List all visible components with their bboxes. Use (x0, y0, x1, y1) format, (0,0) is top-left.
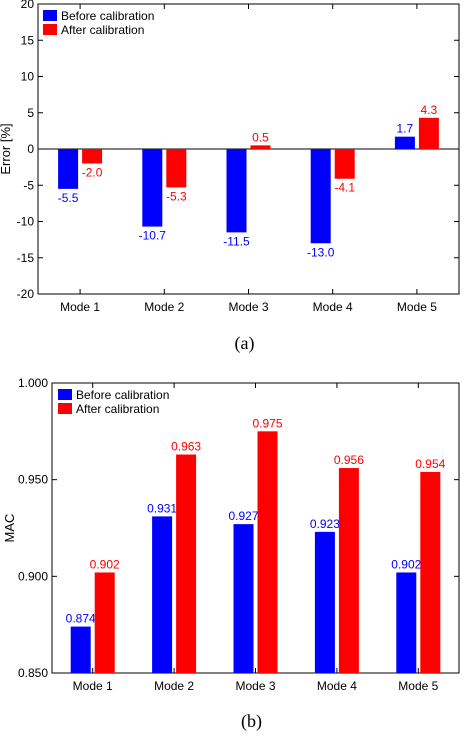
panel-a-legend-swatch-after (43, 24, 57, 35)
panel-a-legend-label-after: After calibration (61, 23, 144, 37)
panel-b-data-label-before: 0.923 (310, 517, 340, 531)
panel-a-y-tick-label: 20 (21, 0, 35, 11)
panel-b-bar-before (70, 626, 91, 673)
panel-a-y-tick-label: 0 (27, 142, 34, 156)
panel-b-bar-before (233, 524, 254, 673)
panel-b-legend-swatch-after (58, 403, 72, 414)
panel-a-y-tick-label: 15 (21, 33, 35, 47)
panel-a-y-tick-label: -5 (23, 178, 34, 192)
panel-a-bar-before (58, 149, 79, 189)
panel-a-bar-after (250, 145, 271, 149)
panel-a-data-label-before: -5.5 (58, 191, 79, 205)
panel-a-y-tick-label: -10 (17, 215, 35, 229)
panel-a-x-tick-label: Mode 3 (228, 300, 268, 314)
panel-a-caption: (a) (235, 333, 255, 354)
panel-b-data-label-after: 0.975 (252, 416, 282, 430)
panel-a-bar-after (82, 149, 103, 164)
panel-a-data-label-after: 4.3 (421, 103, 438, 117)
panel-b-legend-swatch-before (58, 389, 72, 400)
panel-a-data-label-before: -13.0 (307, 245, 335, 259)
panel-a-bar-before (226, 149, 247, 233)
panel-a-data-label-before: 1.7 (397, 122, 414, 136)
panel-a-legend-swatch-before (43, 10, 57, 21)
panel-a-x-tick-label: Mode 1 (60, 300, 100, 314)
panel-a-bar-after (334, 149, 355, 179)
panel-a-bar-after (166, 149, 187, 188)
panel-b-y-tick-label: 1.000 (18, 376, 48, 390)
panel-b-x-tick-label: Mode 3 (235, 679, 275, 693)
panel-b-data-label-after: 0.902 (90, 557, 120, 571)
panel-b-bar-before (314, 531, 335, 673)
panel-a-data-label-after: -4.1 (334, 181, 355, 195)
panel-b-data-label-before: 0.927 (228, 509, 258, 523)
panel-b-bar-after (420, 471, 441, 673)
panel-b-bar-before (396, 572, 417, 673)
panel-a-y-tick-label: -15 (17, 251, 35, 265)
panel-b-y-axis-label: MAC (2, 514, 17, 543)
panel-b-x-tick-label: Mode 1 (73, 679, 113, 693)
panel-a-data-label-before: -11.5 (223, 234, 250, 248)
panel-a-bar-before (310, 149, 331, 244)
panel-b-legend-label-after: After calibration (76, 402, 159, 416)
panel-b-data-label-after: 0.954 (415, 457, 445, 471)
panel-b-data-label-after: 0.956 (334, 453, 364, 467)
panel-b-caption: (b) (241, 711, 262, 732)
panel-a-data-label-after: -2.0 (82, 166, 103, 180)
panel-b-bar-before (152, 516, 173, 673)
panel-a-bar-after (418, 117, 439, 149)
panel-b-bar-after (257, 431, 278, 673)
panel-b-data-label-before: 0.874 (66, 612, 96, 626)
panel-b-data-label-before: 0.931 (147, 501, 177, 515)
panel-a-data-label-after: -5.3 (166, 189, 187, 203)
panel-b-bar-after (94, 572, 115, 673)
panel-a-y-axis-label: Error [%] (0, 123, 13, 174)
panel-b-x-tick-label: Mode 5 (398, 679, 438, 693)
panel-b-y-tick-label: 0.950 (18, 473, 48, 487)
panel-b-y-tick-label: 0.900 (18, 569, 48, 583)
panel-a-bar-before (142, 149, 163, 227)
panel-b-bar-after (338, 468, 359, 673)
panel-a-bar-before (394, 136, 415, 149)
panel-a-x-tick-label: Mode 4 (313, 300, 353, 314)
panel-a-x-tick-label: Mode 2 (144, 300, 184, 314)
panel-a-legend-label-before: Before calibration (61, 9, 154, 23)
panel-b-y-tick-label: 0.850 (18, 666, 48, 680)
panel-b-data-label-before: 0.902 (391, 557, 421, 571)
panel-a-y-tick-label: -20 (17, 287, 35, 301)
panel-a-data-label-after: 0.5 (252, 130, 269, 144)
panel-b-x-tick-label: Mode 4 (317, 679, 357, 693)
panel-a-data-label-before: -10.7 (139, 229, 167, 243)
panel-b-bar-after (176, 454, 197, 673)
panel-b-legend-label-before: Before calibration (76, 388, 169, 402)
panel-b-x-tick-label: Mode 2 (154, 679, 194, 693)
panel-a-x-tick-label: Mode 5 (397, 300, 437, 314)
panel-a-y-tick-label: 5 (27, 106, 34, 120)
panel-b-data-label-after: 0.963 (171, 440, 201, 454)
panel-a-y-tick-label: 10 (21, 70, 35, 84)
